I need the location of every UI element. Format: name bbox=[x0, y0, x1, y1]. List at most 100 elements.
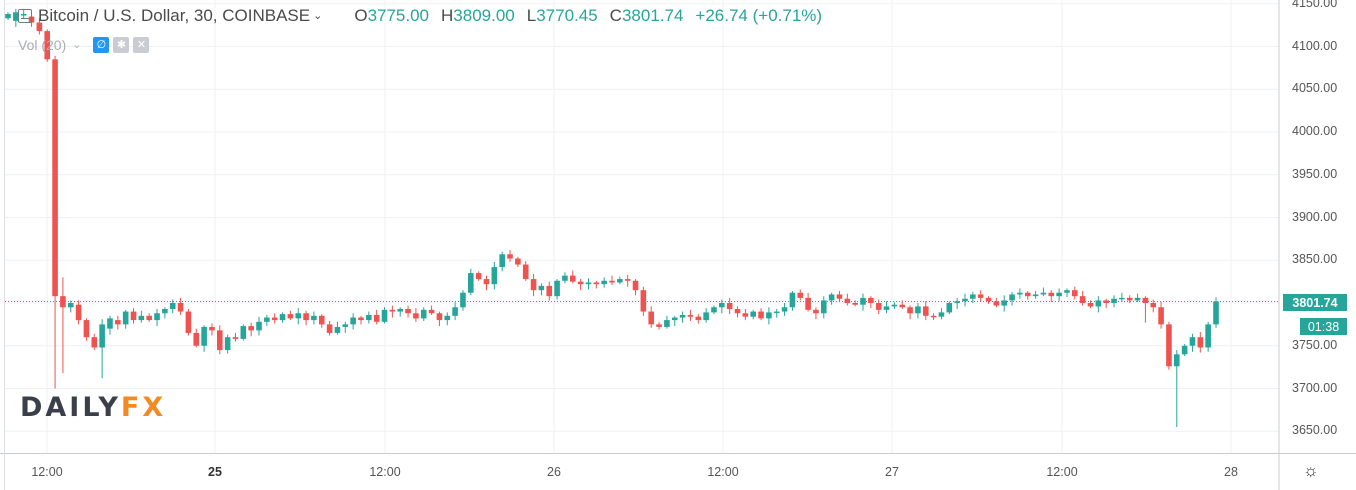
candle-body bbox=[868, 297, 874, 303]
candle-body bbox=[169, 303, 176, 309]
close-icon[interactable]: ✕ bbox=[133, 37, 150, 53]
candle-body bbox=[209, 326, 215, 331]
candle-body bbox=[232, 337, 239, 339]
candle-body bbox=[970, 294, 976, 299]
candle-body bbox=[13, 12, 19, 21]
candle-body bbox=[922, 306, 929, 316]
candle-body bbox=[162, 308, 168, 314]
sun-settings-icon[interactable]: ☼ bbox=[1303, 461, 1319, 480]
candle-body bbox=[1173, 354, 1180, 367]
candle-body bbox=[201, 326, 207, 346]
candle-body bbox=[515, 258, 521, 265]
candle-body bbox=[1009, 294, 1015, 301]
volume-indicator-legend: Vol (20) ⌄ ∅ ✱ ✕ bbox=[18, 37, 153, 53]
low-label: L bbox=[526, 6, 537, 25]
candle-body bbox=[1119, 297, 1125, 300]
candle-body bbox=[326, 324, 333, 333]
current-price-tag: 3801.74 bbox=[1283, 294, 1347, 311]
candle-body bbox=[569, 275, 576, 282]
chevron-down-icon[interactable]: ⌄ bbox=[72, 38, 82, 51]
logo-part-daily: DAILY bbox=[20, 392, 121, 423]
time-axis-label: 27 bbox=[885, 465, 899, 479]
close-label: C bbox=[609, 6, 622, 25]
candle-body bbox=[1205, 324, 1211, 348]
candle-body bbox=[773, 311, 780, 314]
candle-body bbox=[695, 316, 702, 321]
candle-body bbox=[593, 282, 600, 285]
candle-body bbox=[507, 254, 513, 259]
candle-body bbox=[138, 315, 145, 321]
candle-body bbox=[1126, 297, 1133, 301]
candle-body bbox=[726, 303, 733, 309]
gear-icon[interactable]: ✱ bbox=[113, 37, 130, 53]
time-axis-label: 25 bbox=[208, 465, 222, 479]
candle-body bbox=[271, 317, 278, 321]
candle-body bbox=[44, 31, 51, 60]
candle-body bbox=[115, 320, 121, 325]
candle-body bbox=[962, 298, 968, 302]
candle-body bbox=[91, 337, 98, 348]
close-value: 3801.74 bbox=[621, 6, 684, 25]
candle-body bbox=[1150, 303, 1157, 308]
time-axis-label: 26 bbox=[547, 465, 561, 479]
candle-body bbox=[601, 280, 607, 285]
candle-body bbox=[83, 320, 90, 338]
symbol-title[interactable]: Bitcoin / U.S. Dollar, 30, COINBASE bbox=[38, 6, 311, 25]
price-axis-label: 4000.00 bbox=[1292, 124, 1338, 138]
candle-body bbox=[640, 290, 647, 312]
candle-body bbox=[1017, 292, 1023, 295]
candle-body bbox=[499, 254, 505, 268]
candle-body bbox=[1064, 290, 1070, 293]
candle-body bbox=[758, 311, 764, 319]
candle-body bbox=[358, 317, 364, 321]
time-axis-label: 12:00 bbox=[1046, 465, 1078, 479]
time-axis-label: 12:00 bbox=[31, 465, 63, 479]
candle-body bbox=[538, 285, 545, 291]
price-axis-label: 3850.00 bbox=[1292, 252, 1338, 267]
candle-body bbox=[1040, 292, 1047, 295]
candle-body bbox=[813, 309, 819, 314]
candle-body bbox=[1181, 345, 1188, 355]
candle-body bbox=[883, 306, 890, 310]
candle-body bbox=[295, 313, 302, 319]
candle-body bbox=[460, 292, 466, 308]
candle-body bbox=[1048, 292, 1055, 297]
candle-body bbox=[99, 324, 105, 348]
candle-body bbox=[954, 301, 960, 303]
candle-body bbox=[224, 337, 231, 351]
candle-body bbox=[1189, 337, 1196, 346]
time-axis-label: 12:00 bbox=[369, 465, 401, 479]
candle-body bbox=[820, 300, 827, 314]
price-axis-label: 3700.00 bbox=[1292, 380, 1338, 395]
candle-body bbox=[264, 317, 270, 322]
candle-body bbox=[577, 281, 584, 285]
volume-label[interactable]: Vol (20) bbox=[18, 37, 67, 53]
time-axis-label: 28 bbox=[1224, 465, 1238, 479]
candle-body bbox=[703, 312, 709, 321]
chart-symbol-icon[interactable] bbox=[18, 9, 32, 23]
candle-body bbox=[1197, 337, 1204, 348]
candle-body bbox=[915, 306, 921, 314]
eye-icon[interactable]: ∅ bbox=[93, 37, 110, 53]
candle-body bbox=[907, 307, 913, 314]
candle-body bbox=[585, 282, 592, 285]
candle-body bbox=[20, 14, 27, 16]
candle-body bbox=[130, 311, 137, 321]
candle-body bbox=[436, 313, 443, 321]
candle-body bbox=[985, 297, 992, 302]
candle-body bbox=[413, 313, 419, 319]
candle-body bbox=[742, 313, 749, 317]
price-axis-label: 3650.00 bbox=[1292, 423, 1338, 438]
candle-body bbox=[617, 279, 623, 283]
candle-body bbox=[381, 309, 388, 322]
candle-body bbox=[373, 314, 380, 322]
chevron-down-icon[interactable]: ⌄ bbox=[313, 9, 323, 22]
candle-body bbox=[107, 318, 113, 329]
candle-body bbox=[930, 315, 937, 318]
candle-body bbox=[664, 320, 670, 327]
candle-body bbox=[303, 313, 309, 321]
candle-body bbox=[671, 317, 678, 321]
candle-body bbox=[444, 315, 451, 321]
candle-body bbox=[52, 59, 58, 297]
